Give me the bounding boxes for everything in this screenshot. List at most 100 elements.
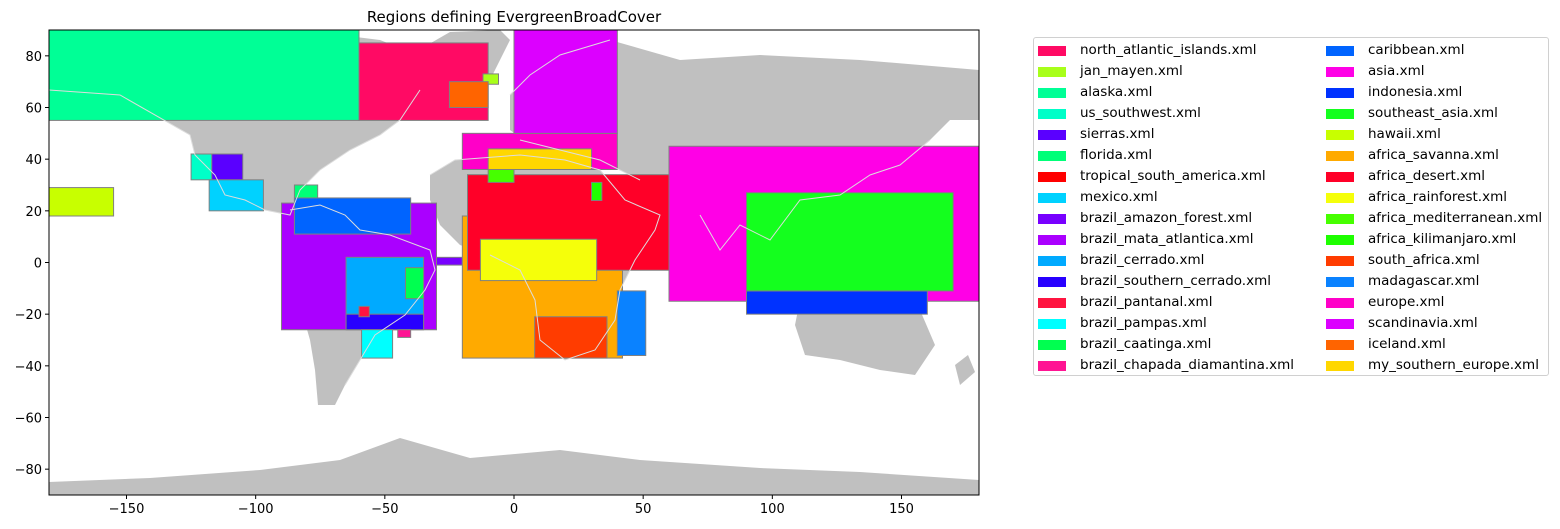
- region-brazil-chapada-diamantina: [397, 329, 412, 338]
- regions-layer: [49, 30, 979, 359]
- antarctica-land: [49, 438, 979, 495]
- region-scandinavia: [513, 30, 618, 134]
- region-sierras: [211, 153, 244, 181]
- region-brazil-pantanal: [358, 305, 370, 318]
- region-brazil-southern-cerrado: [345, 313, 425, 331]
- x-tick-label: 100: [760, 502, 785, 517]
- legend-swatch: [1326, 361, 1354, 371]
- legend-label: africa_desert.xml: [1368, 168, 1486, 184]
- legend-label: mexico.xml: [1080, 189, 1158, 205]
- region-alaska: [49, 30, 360, 121]
- x-tick-label: −100: [238, 502, 274, 517]
- legend-label: south_africa.xml: [1368, 252, 1480, 268]
- legend-swatch: [1038, 172, 1066, 182]
- legend-label: madagascar.xml: [1368, 273, 1480, 289]
- y-tick-label: 0: [34, 257, 42, 272]
- legend-swatch: [1038, 151, 1066, 161]
- legend-label: hawaii.xml: [1368, 126, 1441, 142]
- region-africa-mediterranean: [487, 169, 515, 183]
- legend-label: florida.xml: [1080, 147, 1153, 163]
- coastline-asia: [699, 139, 931, 251]
- y-tick-label: −40: [15, 360, 42, 375]
- legend-label: us_southwest.xml: [1080, 105, 1201, 121]
- legend-swatch: [1326, 130, 1354, 140]
- legend-label: southeast_asia.xml: [1368, 105, 1498, 121]
- legend-swatch: [1326, 340, 1354, 350]
- legend-label: iceland.xml: [1368, 336, 1446, 352]
- map-content: [49, 30, 979, 495]
- coastline-north-america: [49, 89, 421, 216]
- legend-swatch: [1326, 277, 1354, 287]
- legend-swatch: [1038, 67, 1066, 77]
- y-tick-label: 20: [25, 205, 42, 220]
- y-tick-label: 60: [25, 102, 42, 117]
- x-tick-label: 50: [635, 502, 652, 517]
- legend-swatch: [1326, 256, 1354, 266]
- region-hawaii: [49, 187, 115, 217]
- legend-label: brazil_mata_atlantica.xml: [1080, 231, 1254, 247]
- y-tick-label: −80: [15, 463, 42, 478]
- legend-label: indonesia.xml: [1368, 84, 1463, 100]
- legend-label: brazil_pantanal.xml: [1080, 294, 1213, 310]
- region-caribbean: [293, 197, 412, 235]
- x-tick-label: 150: [889, 502, 914, 517]
- region-iceland: [448, 81, 489, 108]
- region-indonesia: [746, 290, 928, 315]
- legend-label: brazil_southern_cerrado.xml: [1080, 273, 1271, 289]
- legend-label: caribbean.xml: [1368, 42, 1465, 58]
- legend-swatch: [1326, 235, 1354, 245]
- coastline-europe: [509, 39, 641, 181]
- legend-label: tropical_south_america.xml: [1080, 168, 1266, 184]
- legend: north_atlantic_islands.xml jan_mayen.xml a…: [1033, 37, 1549, 376]
- map-title: Regions defining EvergreenBroadCover: [367, 8, 662, 26]
- legend-swatch: [1038, 340, 1066, 350]
- region-jan-mayen: [482, 73, 499, 85]
- legend-label: europe.xml: [1368, 294, 1445, 310]
- legend-swatch: [1326, 67, 1354, 77]
- y-tick-label: 40: [25, 153, 42, 168]
- new-zealand-land: [955, 355, 975, 385]
- legend-swatch: [1326, 151, 1354, 161]
- region-brazil-caatinga: [405, 267, 425, 300]
- legend-label: brazil_amazon_forest.xml: [1080, 210, 1253, 226]
- legend-swatch: [1038, 298, 1066, 308]
- legend-swatch: [1038, 193, 1066, 203]
- legend-label: brazil_caatinga.xml: [1080, 336, 1212, 352]
- legend-label: my_southern_europe.xml: [1368, 357, 1539, 373]
- coastline-layer: [49, 39, 931, 386]
- legend-swatch: [1326, 319, 1354, 329]
- legend-swatch: [1038, 256, 1066, 266]
- x-tick-label: −50: [371, 502, 398, 517]
- legend-swatch: [1326, 88, 1354, 98]
- legend-swatch: [1326, 214, 1354, 224]
- legend-swatch: [1326, 298, 1354, 308]
- coastline-africa: [429, 154, 661, 361]
- legend-swatch: [1326, 46, 1354, 56]
- x-axis: −150 −100 −50 0 50 100 150: [109, 495, 914, 517]
- y-axis: 80 60 40 20 0 −20 −40 −60 −80: [15, 50, 49, 478]
- legend-label: brazil_pampas.xml: [1080, 315, 1207, 331]
- legend-label: sierras.xml: [1080, 126, 1155, 142]
- legend-label: jan_mayen.xml: [1080, 63, 1183, 79]
- region-africa-kilimanjaro: [591, 181, 603, 202]
- legend-swatch: [1038, 46, 1066, 56]
- legend-swatch: [1038, 319, 1066, 329]
- legend-label: africa_mediterranean.xml: [1368, 210, 1543, 226]
- x-tick-label: −150: [109, 502, 145, 517]
- legend-swatch: [1038, 88, 1066, 98]
- eurasia-land: [510, 40, 979, 250]
- region-my-southern-europe: [487, 148, 592, 170]
- legend-label: brazil_chapada_diamantina.xml: [1080, 357, 1295, 373]
- legend-label: asia.xml: [1368, 63, 1425, 79]
- legend-swatch: [1038, 109, 1066, 119]
- x-tick-label: 0: [510, 502, 518, 517]
- legend-swatch: [1326, 172, 1354, 182]
- region-south-africa: [534, 316, 608, 359]
- legend-label: africa_savanna.xml: [1368, 147, 1499, 163]
- y-tick-label: −20: [15, 308, 42, 323]
- region-africa-rainforest: [479, 238, 598, 282]
- legend-label: africa_kilimanjaro.xml: [1368, 231, 1517, 247]
- legend-label: africa_rainforest.xml: [1368, 189, 1507, 205]
- coastline-south-america: [289, 204, 436, 386]
